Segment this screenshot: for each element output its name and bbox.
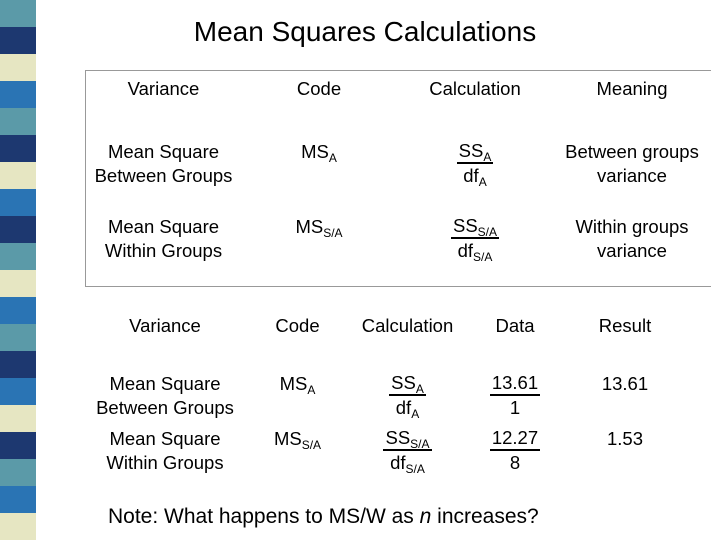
cell-text: Variance bbox=[127, 78, 200, 99]
table-cell: 13.61 bbox=[570, 368, 680, 423]
subscript: S/A bbox=[477, 225, 498, 239]
subscript: S/A bbox=[323, 226, 343, 240]
subscript: A bbox=[478, 175, 487, 189]
header-cell: Code bbox=[241, 71, 397, 136]
subscript: S/A bbox=[405, 462, 425, 476]
subscript: S/A bbox=[473, 250, 493, 264]
decorative-stripe bbox=[0, 0, 36, 540]
cell-text: Mean Square Between Groups bbox=[94, 141, 233, 186]
table-cell: MSS/A bbox=[241, 211, 397, 286]
denominator: dfA bbox=[457, 164, 494, 188]
cell-text: 1.53 bbox=[606, 428, 643, 449]
header-cell: Data bbox=[460, 310, 570, 368]
table-cell: MSA bbox=[240, 368, 355, 423]
table-cell: MSA bbox=[241, 136, 397, 211]
cell-text: Code bbox=[275, 315, 320, 336]
denominator: dfS/A bbox=[383, 451, 431, 475]
subscript: A bbox=[483, 150, 492, 164]
fraction: SSA dfA bbox=[456, 140, 494, 188]
symbol: SS bbox=[385, 427, 411, 448]
subscript: A bbox=[415, 382, 424, 396]
table: Variance Code Calculation Data Result Mean Sq… bbox=[90, 310, 680, 483]
numerator: 13.61 bbox=[489, 372, 541, 396]
fraction: SSS/A dfS/A bbox=[383, 427, 432, 475]
table-cell: MSS/A bbox=[240, 423, 355, 483]
numerator: 12.27 bbox=[489, 427, 541, 451]
symbol: df bbox=[457, 240, 474, 261]
table-cell: SSS/A dfS/A bbox=[397, 211, 553, 286]
symbol: MS bbox=[279, 373, 308, 394]
table-cell: Mean Square Within Groups bbox=[90, 423, 240, 483]
table-cell: 13.61 1 bbox=[460, 368, 570, 423]
header-cell: Result bbox=[570, 310, 680, 368]
cell-text: 13.61 bbox=[491, 372, 539, 393]
cell-text: Within groups variance bbox=[575, 216, 689, 261]
cell-text: 8 bbox=[509, 452, 521, 473]
cell-text: Mean Square Within Groups bbox=[106, 428, 224, 473]
table-cell: SSS/A dfS/A bbox=[355, 423, 460, 483]
cell-text: 12.27 bbox=[491, 427, 539, 448]
cell-text: Data bbox=[495, 315, 535, 336]
symbol: df bbox=[463, 165, 479, 186]
header-cell: Calculation bbox=[355, 310, 460, 368]
slide-title: Mean Squares Calculations bbox=[193, 16, 537, 47]
cell-text: Calculation bbox=[429, 78, 521, 99]
symbol: SS bbox=[458, 140, 484, 161]
cell-text: Mean Square Within Groups bbox=[104, 216, 223, 261]
subscript: A bbox=[328, 151, 337, 165]
header-cell: Meaning bbox=[553, 71, 711, 136]
symbol: MS bbox=[273, 428, 302, 449]
fraction: 13.61 1 bbox=[489, 372, 541, 420]
numerator: SSA bbox=[389, 372, 426, 396]
cell-text: Variance bbox=[129, 315, 201, 336]
fraction: 12.27 8 bbox=[489, 427, 541, 475]
header-cell: Code bbox=[240, 310, 355, 368]
denominator: dfS/A bbox=[451, 239, 499, 263]
symbol: df bbox=[390, 452, 406, 473]
subscript: S/A bbox=[301, 438, 322, 452]
cell-text: 13.61 bbox=[601, 373, 649, 394]
symbol: MS bbox=[295, 216, 324, 237]
table: Variance Code Calculation Meaning Mean Squar… bbox=[85, 70, 711, 287]
cell-text: Result bbox=[598, 315, 652, 336]
subscript: A bbox=[411, 407, 420, 421]
table-cell: SSA dfA bbox=[355, 368, 460, 423]
numerator: SSS/A bbox=[450, 215, 500, 239]
table-cell: 12.27 8 bbox=[460, 423, 570, 483]
cell-text: Between groups variance bbox=[565, 141, 699, 186]
note-text: increases? bbox=[431, 505, 539, 528]
note: Note: What happens to MS/W as n increase… bbox=[108, 505, 539, 529]
numerator: SSS/A bbox=[383, 427, 432, 451]
table-cell: Mean Square Within Groups bbox=[86, 211, 241, 286]
symbol: SS bbox=[452, 215, 478, 236]
numerator: SSA bbox=[456, 140, 494, 164]
header-cell: Variance bbox=[90, 310, 240, 368]
denominator: dfA bbox=[389, 396, 426, 420]
symbol: MS bbox=[301, 141, 329, 162]
cell-text: Code bbox=[296, 78, 342, 99]
cell-text: 1 bbox=[509, 397, 521, 418]
table-cell: Mean Square Between Groups bbox=[90, 368, 240, 423]
table-cell: Between groups variance bbox=[553, 136, 711, 211]
fraction: SSS/A dfS/A bbox=[450, 215, 500, 263]
symbol: df bbox=[395, 397, 412, 418]
note-text: Note: What happens to MS/W as bbox=[108, 505, 420, 528]
table-cell: Mean Square Between Groups bbox=[86, 136, 241, 211]
header-cell: Variance bbox=[86, 71, 241, 136]
note-text: n bbox=[419, 505, 432, 528]
subscript: A bbox=[307, 383, 316, 397]
cell-text: Meaning bbox=[596, 78, 668, 99]
table-cell: 1.53 bbox=[570, 423, 680, 483]
fraction: SSA dfA bbox=[389, 372, 426, 420]
table-cell: Within groups variance bbox=[553, 211, 711, 286]
subscript: S/A bbox=[410, 437, 430, 451]
denominator: 8 bbox=[490, 451, 540, 475]
header-cell: Calculation bbox=[397, 71, 553, 136]
symbol: SS bbox=[391, 372, 416, 393]
denominator: 1 bbox=[490, 396, 540, 420]
table-cell: SSA dfA bbox=[397, 136, 553, 211]
cell-text: Mean Square Between Groups bbox=[96, 373, 234, 418]
cell-text: Calculation bbox=[361, 315, 454, 336]
